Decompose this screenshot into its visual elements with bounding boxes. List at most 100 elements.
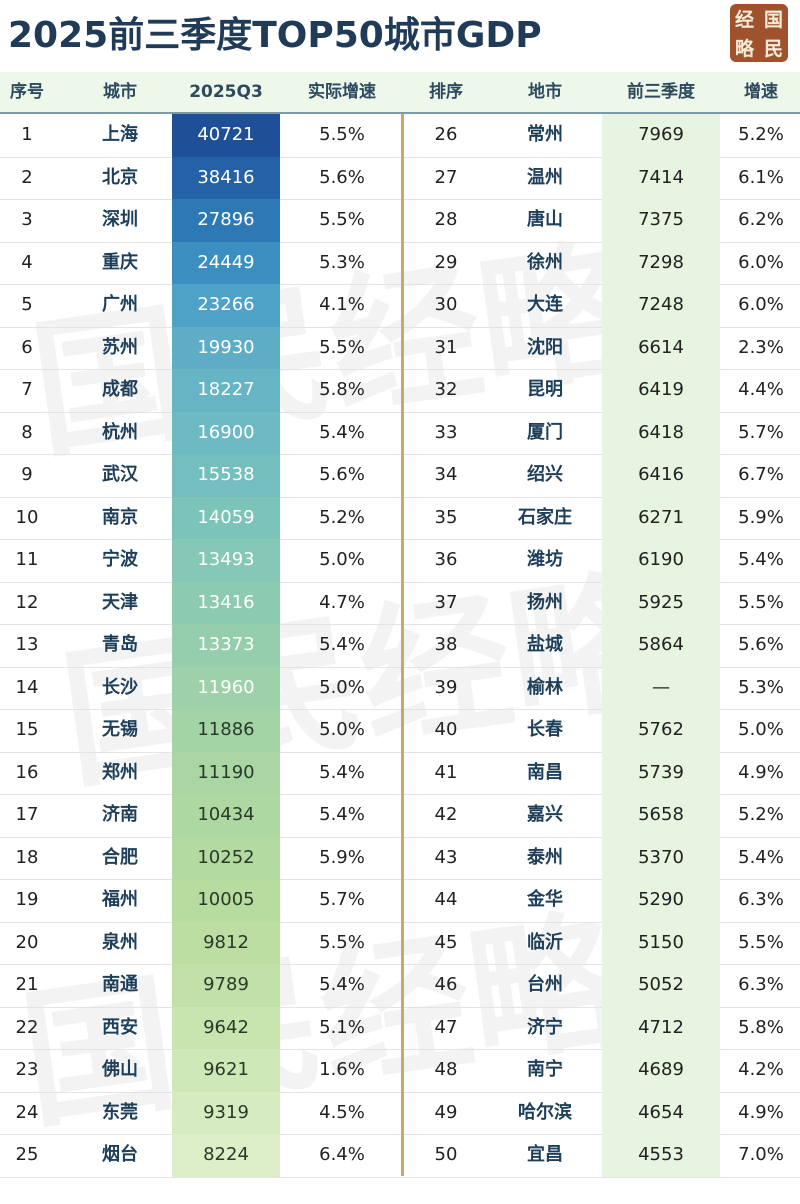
gdp-cell-right: 5150 [602, 921, 720, 964]
gdp-cell-right: 4689 [602, 1049, 720, 1092]
gdp-cell-right: 7969 [602, 114, 720, 157]
city-cell: 南通 [102, 974, 138, 995]
growth-cell-right: 4.2% [738, 1059, 784, 1080]
gdp-cell-right: 6419 [602, 369, 720, 412]
rank-cell-right: 48 [434, 1059, 458, 1080]
rank-cell-right: 32 [434, 379, 458, 400]
gdp-cell: 8224 [172, 1134, 280, 1177]
growth-cell-right: 6.1% [738, 166, 784, 188]
gdp-cell: 13416 [172, 581, 280, 624]
header-gdp-right: 前三季度 [627, 82, 695, 102]
growth-cell-right: 7.0% [738, 1144, 784, 1165]
gdp-cell: 11960 [172, 666, 280, 709]
rank-cell: 18 [15, 846, 39, 868]
rank-cell: 23 [15, 1059, 39, 1080]
rank-cell-right: 39 [434, 676, 458, 698]
city-cell: 西安 [102, 1016, 138, 1038]
rank-cell-right: 43 [434, 846, 458, 868]
growth-cell: 5.2% [319, 506, 365, 528]
gdp-cell-right: 5864 [602, 624, 720, 667]
seal-char: 国 [763, 9, 783, 31]
gdp-cell-right: 5290 [602, 879, 720, 922]
rank-cell: 13 [15, 634, 39, 655]
city-cell-right: 泰州 [527, 846, 563, 868]
rank-cell: 10 [15, 506, 39, 528]
gdp-cell-right: 6190 [602, 539, 720, 582]
rank-cell-right: 27 [434, 166, 458, 188]
city-cell: 南京 [102, 506, 138, 528]
city-cell: 福州 [102, 889, 138, 910]
growth-cell: 5.4% [319, 974, 365, 995]
rank-cell: 5 [21, 294, 33, 315]
city-cell-right: 临沂 [527, 931, 563, 953]
rank-cell: 4 [21, 251, 33, 273]
rank-cell: 21 [15, 974, 39, 995]
gdp-cell: 13493 [172, 539, 280, 582]
city-cell: 成都 [102, 379, 138, 400]
seal-char: 略 [734, 38, 754, 60]
rank-cell: 17 [15, 804, 39, 825]
table-row: 6 苏州 19930 5.5% 31 沈阳 6614 2.3% [0, 326, 800, 370]
city-cell-right: 潍坊 [527, 549, 563, 570]
growth-cell: 5.0% [319, 719, 365, 740]
growth-cell-right: 6.0% [738, 251, 784, 273]
city-cell-right: 常州 [527, 124, 563, 145]
header-city-right: 地市 [528, 82, 562, 102]
gdp-cell-right: 5925 [602, 581, 720, 624]
city-cell: 广州 [102, 294, 138, 315]
table-row: 20 泉州 9812 5.5% 45 临沂 5150 5.5% [0, 921, 800, 965]
growth-cell-right: 6.3% [738, 889, 784, 910]
growth-cell: 5.8% [319, 379, 365, 400]
city-cell-right: 厦门 [527, 421, 563, 443]
rank-cell-right: 35 [434, 506, 458, 528]
growth-cell: 4.1% [319, 294, 365, 315]
growth-cell-right: 2.3% [738, 336, 784, 358]
growth-cell-right: 5.7% [738, 421, 784, 443]
city-cell-right: 徐州 [527, 251, 563, 273]
table-row: 25 烟台 8224 6.4% 50 宜昌 4553 7.0% [0, 1134, 800, 1178]
rank-cell-right: 40 [434, 719, 458, 740]
rank-cell-right: 41 [434, 761, 458, 783]
growth-cell: 5.0% [319, 676, 365, 698]
growth-cell: 5.4% [319, 421, 365, 443]
rank-cell: 25 [15, 1144, 39, 1165]
table-row: 14 长沙 11960 5.0% 39 榆林 — 5.3% [0, 666, 800, 710]
rank-cell: 12 [15, 591, 39, 613]
growth-cell: 5.5% [319, 124, 365, 145]
header-gdp: 2025Q3 [189, 82, 263, 102]
gdp-cell: 11886 [172, 709, 280, 752]
city-cell: 无锡 [102, 719, 138, 740]
rank-cell-right: 31 [434, 336, 458, 358]
growth-cell: 5.1% [319, 1016, 365, 1038]
gdp-cell: 40721 [172, 114, 280, 157]
growth-cell: 5.9% [319, 846, 365, 868]
growth-cell-right: 6.7% [738, 464, 784, 485]
growth-cell: 5.4% [319, 634, 365, 655]
table-row: 24 东莞 9319 4.5% 49 哈尔滨 4654 4.9% [0, 1091, 800, 1135]
growth-cell: 5.5% [319, 336, 365, 358]
table-row: 21 南通 9789 5.4% 46 台州 5052 6.3% [0, 964, 800, 1008]
rank-cell-right: 34 [434, 464, 458, 485]
gdp-cell: 27896 [172, 199, 280, 242]
gdp-cell: 23266 [172, 284, 280, 327]
rank-cell-right: 33 [434, 421, 458, 443]
gdp-cell-right: 4712 [602, 1006, 720, 1049]
city-cell-right: 嘉兴 [527, 804, 563, 825]
city-cell-right: 石家庄 [518, 506, 572, 528]
header-growth: 实际增速 [308, 82, 376, 102]
rank-cell: 3 [21, 209, 33, 230]
growth-cell-right: 4.4% [738, 379, 784, 400]
growth-cell: 1.6% [319, 1059, 365, 1080]
rank-cell-right: 47 [434, 1016, 458, 1038]
gdp-cell-right: 7414 [602, 156, 720, 199]
table-row: 19 福州 10005 5.7% 44 金华 5290 6.3% [0, 879, 800, 923]
rank-cell-right: 38 [434, 634, 458, 655]
city-cell-right: 南昌 [527, 761, 563, 783]
growth-cell-right: 6.2% [738, 209, 784, 230]
growth-cell: 5.5% [319, 209, 365, 230]
city-cell: 合肥 [102, 846, 138, 868]
header-city: 城市 [103, 82, 137, 102]
growth-cell-right: 5.5% [738, 591, 784, 613]
table-row: 18 合肥 10252 5.9% 43 泰州 5370 5.4% [0, 836, 800, 880]
rank-cell-right: 37 [434, 591, 458, 613]
